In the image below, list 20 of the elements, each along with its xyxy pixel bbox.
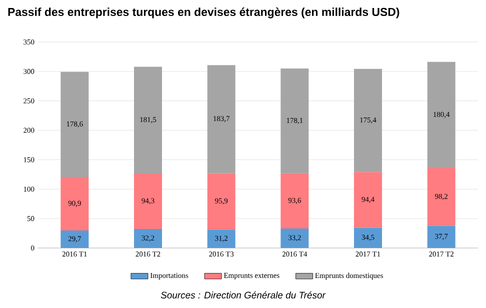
bar <box>134 229 162 248</box>
bar <box>134 174 162 230</box>
bar <box>427 226 456 248</box>
bar <box>207 173 236 230</box>
bar <box>60 177 89 231</box>
bar <box>280 68 309 174</box>
bar <box>280 228 309 248</box>
bar <box>207 230 236 248</box>
bar <box>207 65 236 174</box>
bar <box>427 168 456 226</box>
bar <box>60 230 89 248</box>
bar <box>354 172 382 228</box>
bar <box>60 72 89 178</box>
source-note: Sources : Direction Générale du Trésor <box>160 291 326 298</box>
bar <box>354 228 382 248</box>
bar <box>134 66 162 174</box>
chart-title: Passif des entreprises turques en devises étrangères (en milliards USD) <box>8 8 400 18</box>
bar <box>354 68 382 172</box>
bar <box>427 62 456 168</box>
bar <box>280 173 309 228</box>
